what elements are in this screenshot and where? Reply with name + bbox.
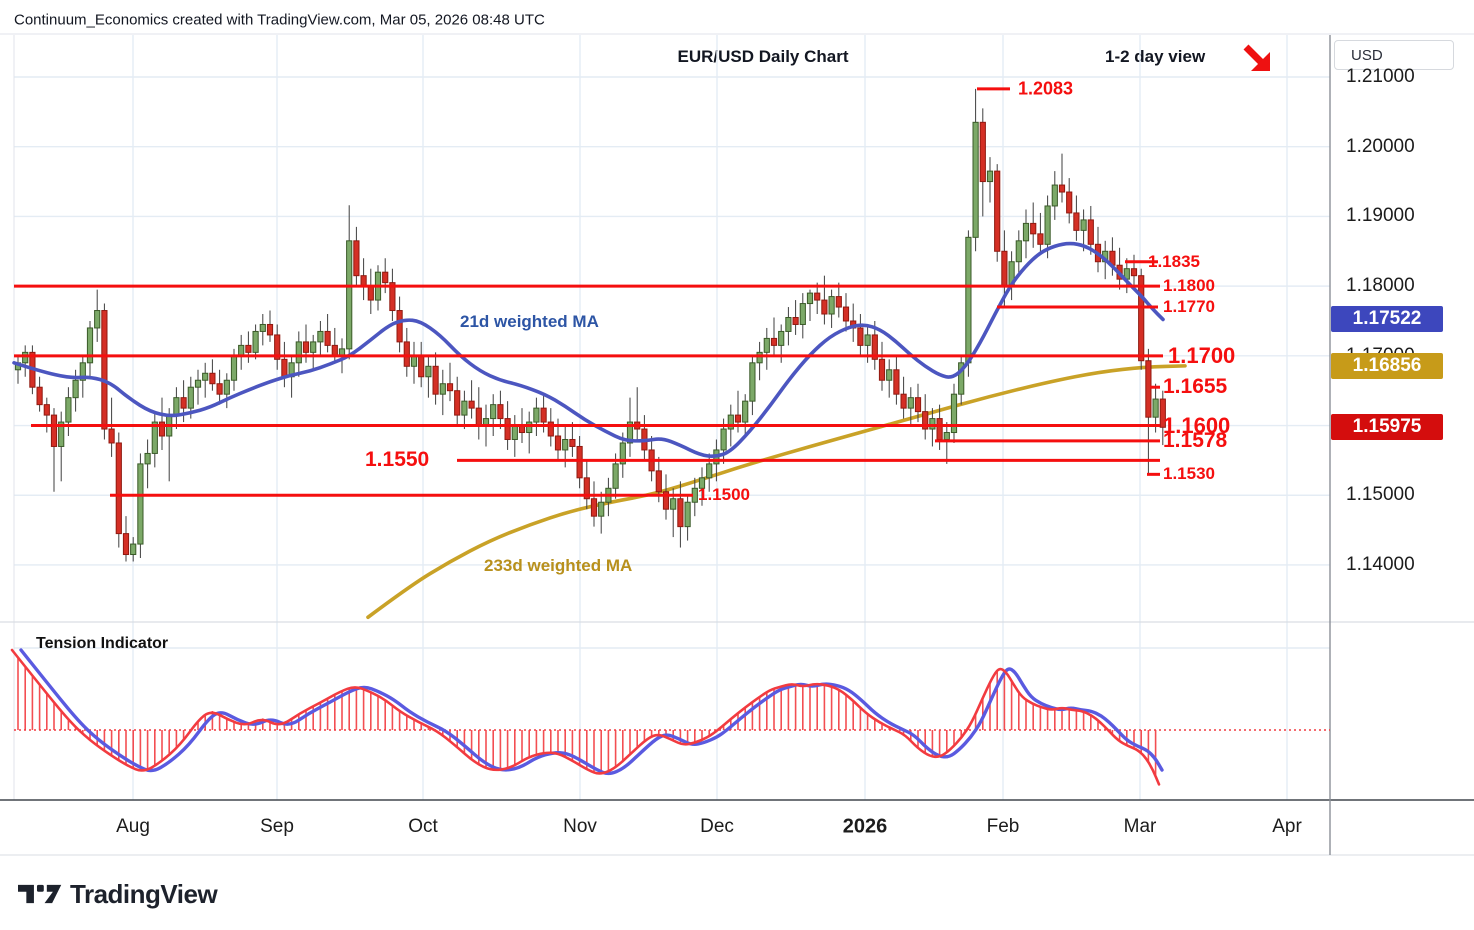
ma233-price-badge: 1.16856 xyxy=(1331,352,1443,379)
price-level-label: 1.2083 xyxy=(1018,78,1074,99)
arrow-down-right-icon xyxy=(1243,44,1270,71)
x-axis-tick[interactable]: Feb xyxy=(986,816,1020,837)
tension-red-line xyxy=(10,648,1161,786)
price-level-label: 1.1700 xyxy=(1168,342,1236,368)
price-level-label: 1.1800 xyxy=(1163,276,1215,296)
ma233-line xyxy=(366,364,1187,620)
panel-separators xyxy=(0,33,1474,856)
price-level-label: 1.1655 xyxy=(1163,375,1228,399)
x-axis-tick[interactable]: Mar xyxy=(1123,816,1157,837)
last-price-badge: 1.15975 xyxy=(1331,414,1443,441)
price-level-label: 1.1550 xyxy=(365,448,430,472)
tension-blue-line xyxy=(19,648,1164,776)
price-level-label: 1.1835 xyxy=(1148,251,1200,271)
price-level-label: 1.1770 xyxy=(1163,297,1215,317)
tension-red-line xyxy=(10,648,1161,786)
chart-credit-line: Continuum_Economics created with Trading… xyxy=(14,11,545,29)
tension-indicator-title: Tension Indicator xyxy=(36,635,169,652)
tradingview-logo[interactable]: TradingView xyxy=(18,874,218,914)
chart-title: EUR/USD Daily Chart xyxy=(677,47,849,66)
y-axis-tick[interactable]: 1.20000 xyxy=(1346,135,1415,157)
price-level-label: 1.1578 xyxy=(1163,428,1228,452)
ma21-price-badge: 1.17522 xyxy=(1331,306,1443,333)
price-level-label: 1.1600 xyxy=(1163,412,1231,438)
x-axis-tick[interactable]: Apr xyxy=(1272,816,1302,837)
price-level-label: 1.1500 xyxy=(698,485,750,505)
tension-histogram xyxy=(17,657,1157,777)
x-axis-tick[interactable]: 2026 xyxy=(842,815,888,838)
y-axis-tick[interactable]: 1.18000 xyxy=(1346,275,1415,297)
grid xyxy=(14,35,1330,800)
ma233-label: 233d weighted MA xyxy=(484,556,633,575)
tension-blue-line xyxy=(19,648,1164,776)
x-axis-tick[interactable]: Dec xyxy=(700,816,734,837)
y-axis-tick[interactable]: 1.19000 xyxy=(1346,205,1415,227)
x-axis-tick[interactable]: Oct xyxy=(408,816,438,837)
x-axis-tick[interactable]: Nov xyxy=(563,816,597,837)
currency-selector[interactable]: USD xyxy=(1334,40,1454,70)
ma21-label: 21d weighted MA xyxy=(460,312,599,331)
tradingview-logo-icon xyxy=(18,884,62,904)
tradingview-logo-text: TradingView xyxy=(70,878,218,909)
price-level-label: 1.1530 xyxy=(1163,464,1215,484)
level-lines xyxy=(14,87,1163,497)
candlestick-series xyxy=(14,88,1166,562)
x-axis-tick[interactable]: Sep xyxy=(260,816,294,837)
y-axis-tick[interactable]: 1.15000 xyxy=(1346,484,1415,506)
x-axis-tick[interactable]: Aug xyxy=(116,816,150,837)
view-horizon-label: 1-2 day view xyxy=(1105,47,1206,66)
y-axis-tick[interactable]: 1.21000 xyxy=(1346,66,1415,87)
y-axis-tick[interactable]: 1.14000 xyxy=(1346,553,1415,575)
